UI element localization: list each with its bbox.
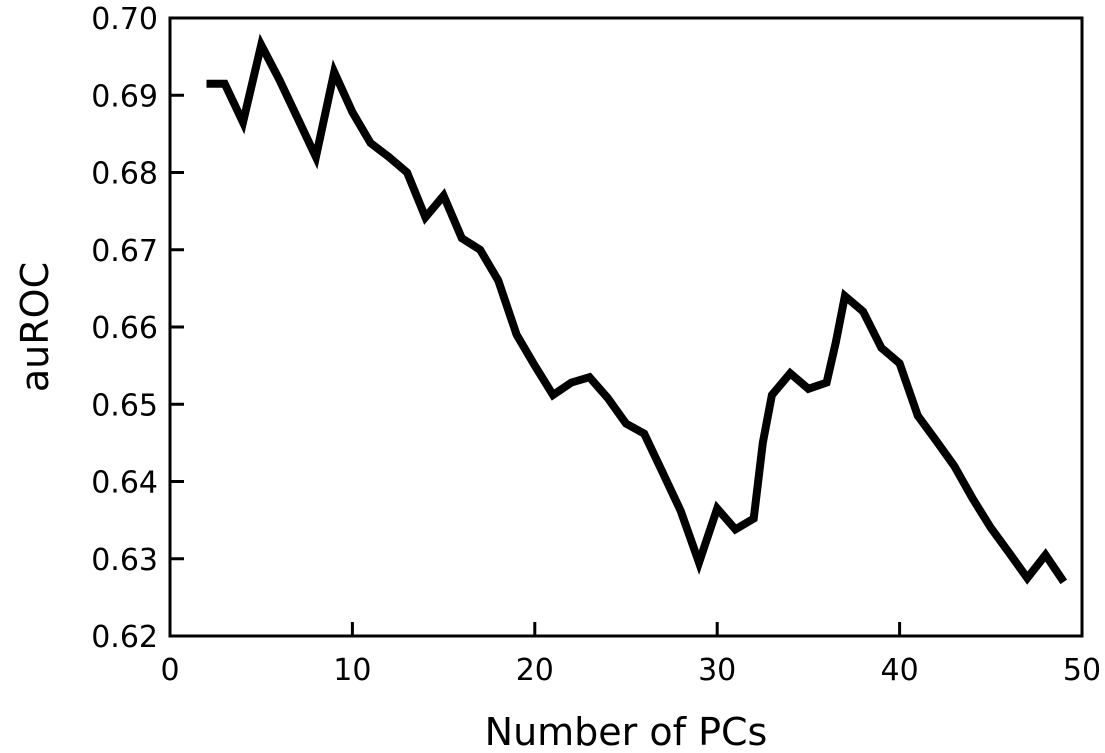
y-axis-title: auROC — [13, 262, 57, 392]
y-tick-label: 0.69 — [91, 79, 158, 114]
series-line-auroc — [206, 33, 1068, 585]
x-tick-label: 0 — [160, 653, 179, 688]
plot-frame — [168, 16, 1084, 638]
y-axis: 0.62 0.63 0.64 0.65 0.66 0.67 0.68 0.69 0.70 — [91, 2, 184, 655]
x-axis-title: Number of PCs — [485, 710, 768, 753]
x-tick-label: 50 — [1063, 653, 1101, 688]
y-tick-label: 0.62 — [91, 620, 158, 655]
x-tick-label: 10 — [333, 653, 371, 688]
x-axis: 0 10 20 30 40 50 — [160, 622, 1101, 688]
x-tick-label: 20 — [516, 653, 554, 688]
y-tick-label: 0.70 — [91, 2, 158, 37]
y-tick-label: 0.67 — [91, 234, 158, 269]
y-tick-label: 0.68 — [91, 157, 158, 192]
y-tick-label: 0.66 — [91, 311, 158, 346]
y-tick-label: 0.64 — [91, 466, 158, 501]
x-tick-label: 30 — [698, 653, 736, 688]
y-tick-label: 0.63 — [91, 543, 158, 578]
x-tick-label: 40 — [881, 653, 919, 688]
y-tick-label: 0.65 — [91, 388, 158, 423]
